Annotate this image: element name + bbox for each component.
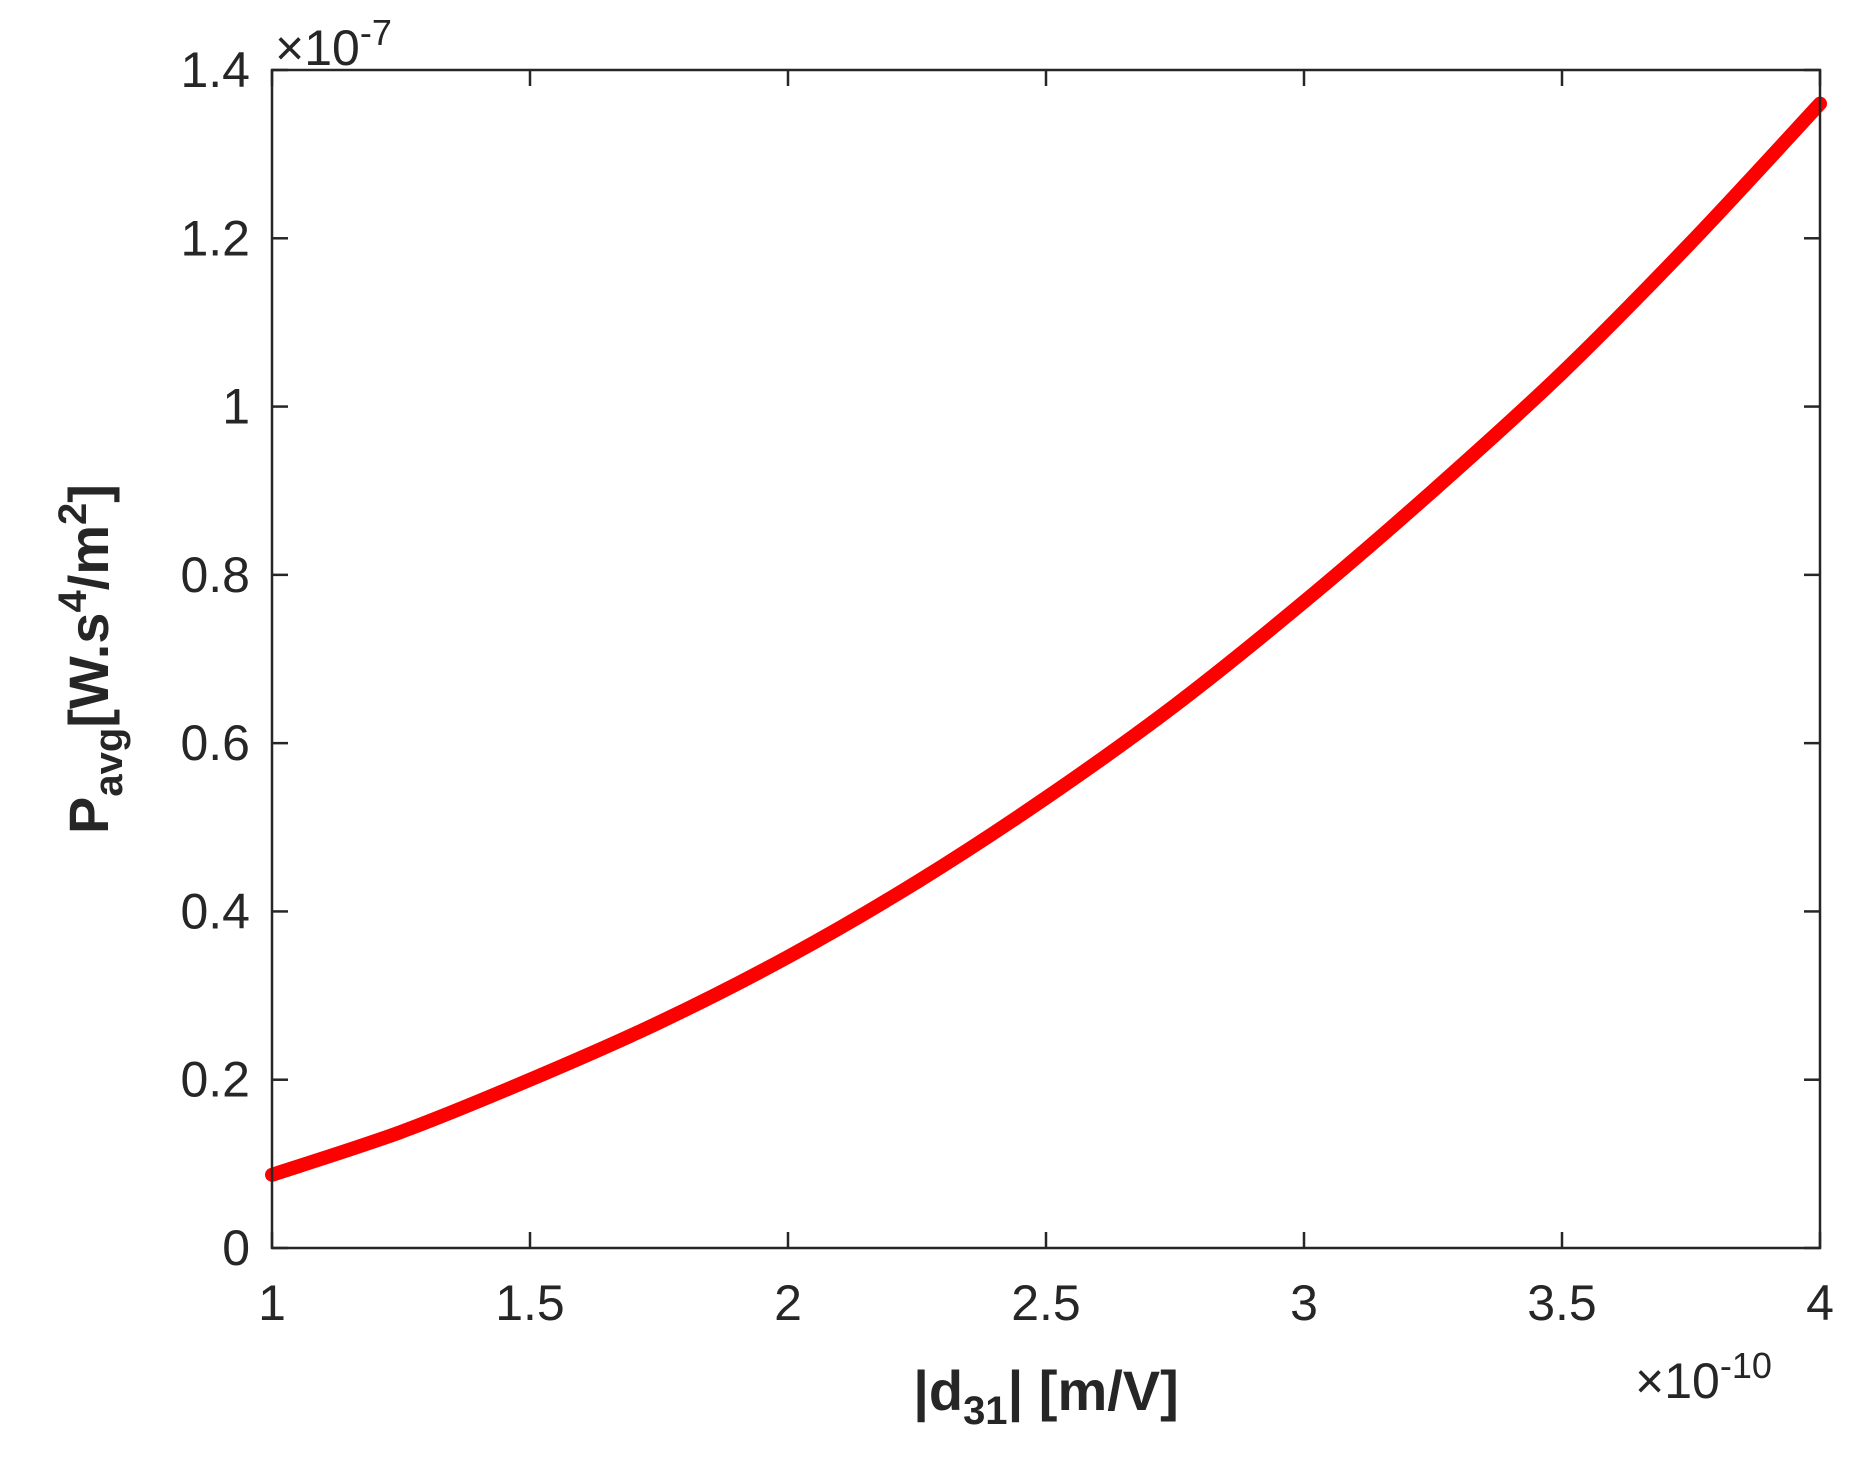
x-tick-label: 3 xyxy=(1290,1275,1318,1331)
y-exponent: ×10-7 xyxy=(275,12,392,76)
x-tick-label: 1 xyxy=(258,1275,286,1331)
y-tick-label: 1.4 xyxy=(180,42,250,98)
x-axis-label: |d31| [m/V] xyxy=(913,1359,1179,1433)
y-tick-label: 0.4 xyxy=(180,883,250,939)
y-tick-label: 0.8 xyxy=(180,547,250,603)
x-exponent: ×10-10 xyxy=(1635,1345,1772,1409)
x-tick-label: 2 xyxy=(774,1275,802,1331)
series-group xyxy=(265,96,1827,1182)
x-ticks: 1 1.5 2 2.5 3 3.5 4 xyxy=(258,70,1834,1331)
plot-area xyxy=(272,70,1820,1248)
y-axis-label: Pavg[W.s4/m2] xyxy=(51,484,131,834)
x-tick-label: 4 xyxy=(1806,1275,1834,1331)
x-tick-label: 1.5 xyxy=(495,1275,565,1331)
y-ticks: 0 0.2 0.4 0.6 0.8 1 1.2 1.4 xyxy=(180,42,1820,1276)
series-line xyxy=(265,96,1827,1182)
x-tick-label: 2.5 xyxy=(1011,1275,1081,1331)
x-tick-label: 3.5 xyxy=(1527,1275,1597,1331)
axes-box xyxy=(270,68,1822,1250)
y-tick-label: 0.6 xyxy=(180,715,250,771)
y-tick-label: 1 xyxy=(222,379,250,435)
y-tick-label: 0.2 xyxy=(180,1052,250,1108)
y-tick-label: 1.2 xyxy=(180,210,250,266)
y-tick-label: 0 xyxy=(222,1220,250,1276)
